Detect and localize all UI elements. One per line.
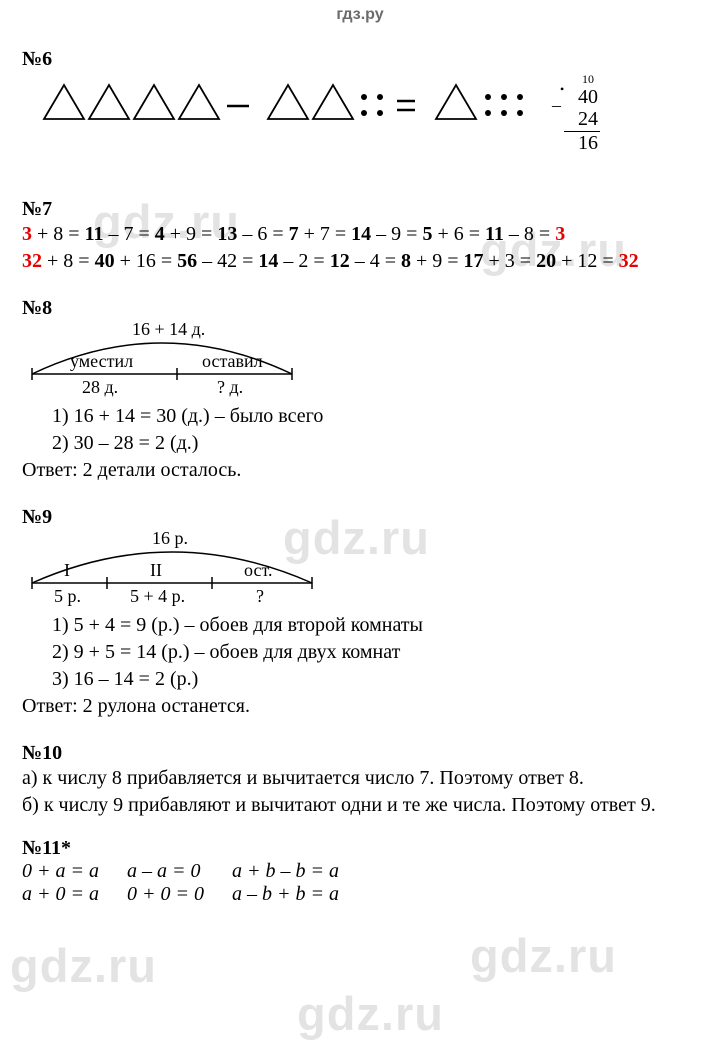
problem-8-heading: №8: [22, 297, 698, 320]
p8-answer: Ответ: 2 детали осталось.: [22, 457, 698, 484]
svg-text:ост.: ост.: [244, 560, 272, 580]
difference: 16: [564, 132, 600, 154]
svg-text:5 + 4 р.: 5 + 4 р.: [130, 586, 185, 606]
p8-step1: 1) 16 + 14 = 30 (д.) – было всего: [52, 403, 698, 430]
page-root: { "header": "гдз.ру", "watermarks": [ {"…: [0, 0, 720, 1012]
p9-step2: 2) 9 + 5 = 14 (р.) – обоев для двух комн…: [52, 639, 698, 666]
eq-cell: 0 + a = a: [22, 860, 127, 883]
svg-text:уместил: уместил: [70, 351, 133, 371]
problem-6: №6 •: [22, 48, 698, 154]
watermark: gdz.ru: [470, 928, 617, 983]
minuend: 40: [564, 86, 600, 108]
watermark: gdz.ru: [10, 938, 157, 993]
table-row: 0 + a = a a – a = 0 a + b – b = a: [22, 860, 367, 883]
p9-step3: 3) 16 – 14 = 2 (р.): [52, 666, 698, 693]
p9-step1: 1) 5 + 4 = 9 (р.) – обоев для второй ком…: [52, 612, 698, 639]
problem-10-heading: №10: [22, 742, 698, 765]
triangles-left: [44, 85, 219, 119]
diagram-8-top: 16 + 14 д.: [132, 320, 205, 339]
problem-6-heading: №6: [22, 48, 698, 71]
problem-11: №11* 0 + a = a a – a = 0 a + b – b = a a…: [22, 837, 698, 906]
equation-table: 0 + a = a a – a = 0 a + b – b = a a + 0 …: [22, 860, 367, 906]
subtrahend: 24: [564, 108, 600, 130]
p8-step2: 2) 30 – 28 = 2 (д.): [52, 430, 698, 457]
svg-text:16 р.: 16 р.: [152, 529, 188, 548]
carry-value: 10: [564, 73, 600, 86]
problem-9-heading: №9: [22, 506, 698, 529]
eq-cell: a + 0 = a: [22, 883, 127, 906]
problem-7: №7 3 + 8 = 11 – 7 = 4 + 9 = 13 – 6 = 7 +…: [22, 198, 698, 275]
svg-text:II: II: [150, 560, 162, 580]
dots-3x2: [485, 94, 523, 116]
svg-text:оставил: оставил: [202, 351, 263, 371]
svg-text:?: ?: [256, 586, 264, 606]
equals-icon: [397, 101, 415, 110]
p10-a: а) к числу 8 прибавляется и вычитается ч…: [22, 765, 698, 792]
p9-answer: Ответ: 2 рулона останется.: [22, 693, 698, 720]
diagram-8: 16 + 14 д. уместил оставил 28 д. ? д.: [22, 320, 322, 398]
svg-text:5 р.: 5 р.: [54, 586, 81, 606]
triangle-result: [436, 85, 476, 119]
vertical-subtraction: • 10 – 40 24 16: [564, 73, 600, 154]
diagram-9: 16 р. I II ост. 5 р. 5 + 4 р. ?: [22, 529, 332, 607]
problem-11-heading: №11*: [22, 837, 698, 860]
svg-text:I: I: [64, 560, 70, 580]
shapes-row: [22, 75, 542, 131]
p10-b: б) к числу 9 прибавляют и вычитают одни …: [22, 792, 698, 819]
minus-sign: –: [552, 95, 561, 116]
svg-text:? д.: ? д.: [217, 377, 243, 397]
svg-text:28 д.: 28 д.: [82, 377, 118, 397]
eq-cell: a – a = 0: [127, 860, 232, 883]
problem-9: №9 16 р. I II ост. 5 р. 5 + 4 р. ? 1) 5 …: [22, 506, 698, 720]
dots-2x2: [361, 94, 383, 116]
watermark: gdz.ru: [297, 986, 444, 1041]
chain-1: 3 + 8 = 11 – 7 = 4 + 9 = 13 – 6 = 7 + 7 …: [22, 221, 698, 248]
problem-7-heading: №7: [22, 198, 698, 221]
table-row: a + 0 = a 0 + 0 = 0 a – b + b = a: [22, 883, 367, 906]
triangles-mid: [268, 85, 353, 119]
problem-10: №10 а) к числу 8 прибавляется и вычитает…: [22, 742, 698, 819]
chain-2: 32 + 8 = 40 + 16 = 56 – 42 = 14 – 2 = 12…: [22, 248, 698, 275]
problem-8: №8 16 + 14 д. уместил оставил 28 д. ? д.…: [22, 297, 698, 484]
eq-cell: 0 + 0 = 0: [127, 883, 232, 906]
eq-cell: a – b + b = a: [232, 883, 367, 906]
site-header: гдз.ру: [0, 0, 720, 24]
eq-cell: a + b – b = a: [232, 860, 367, 883]
